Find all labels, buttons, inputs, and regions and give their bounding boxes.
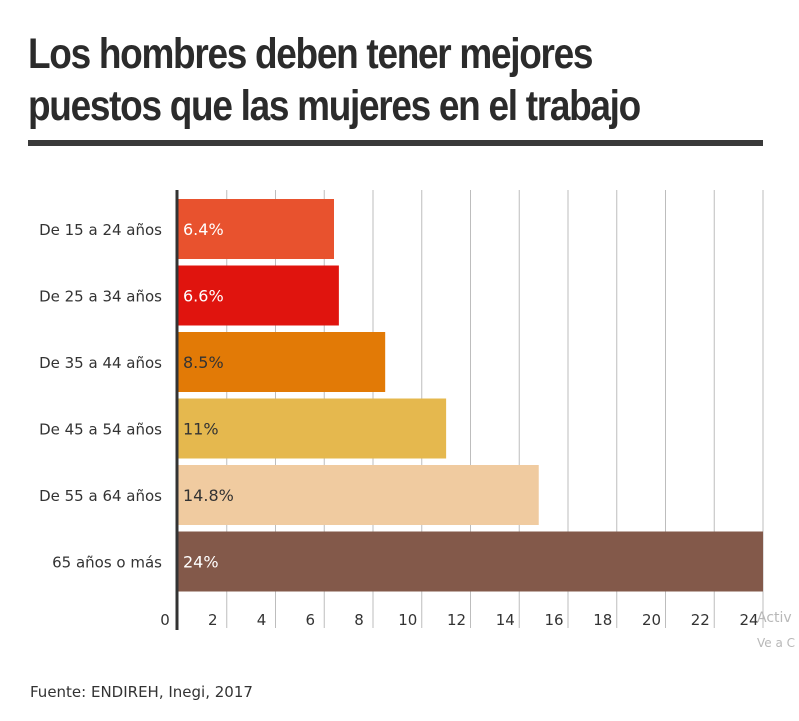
x-tick-label: 14 — [496, 611, 515, 629]
chart-title-line-2: puestos que las mujeres en el trabajo — [28, 82, 641, 130]
x-tick-label: 16 — [544, 611, 563, 629]
bar — [178, 265, 339, 326]
category-label: De 55 a 64 años — [39, 487, 162, 505]
category-label: De 35 a 44 años — [39, 354, 162, 372]
x-tick-label: 8 — [354, 611, 364, 629]
x-tick-label: 2 — [208, 611, 218, 629]
bar-value-label: 8.5% — [183, 353, 224, 372]
x-tick-label: 0 — [160, 611, 170, 629]
x-tick-label: 22 — [691, 611, 710, 629]
watermark-line-2: Ve a C — [757, 636, 796, 650]
chart-title-line-1: Los hombres deben tener mejores — [28, 30, 593, 78]
chart-title: Los hombres deben tener mejores puestos … — [28, 28, 664, 132]
bar — [178, 531, 763, 592]
x-tick-label: 4 — [257, 611, 267, 629]
source-note: Fuente: ENDIREH, Inegi, 2017 — [30, 683, 253, 701]
bar-value-label: 24% — [183, 553, 219, 572]
category-label: 65 años o más — [52, 554, 162, 572]
x-tick-label: 24 — [739, 611, 758, 629]
x-tick-label: 12 — [447, 611, 466, 629]
bar-value-label: 14.8% — [183, 486, 234, 505]
category-label: De 25 a 34 años — [39, 288, 162, 306]
category-labels: De 15 a 24 años De 25 a 34 años De 35 a 44… — [39, 221, 162, 572]
title-underline — [28, 140, 763, 146]
bar-value-label: 6.6% — [183, 287, 224, 306]
bar-group: 6.4% 6.6% 8.5% 11% 14.8% 24% — [178, 199, 763, 592]
x-tick-label: 6 — [305, 611, 315, 629]
category-label: De 15 a 24 años — [39, 221, 162, 239]
x-tick-label: 18 — [593, 611, 612, 629]
bar — [178, 199, 334, 259]
x-tick-label: 20 — [642, 611, 661, 629]
bar-value-label: 6.4% — [183, 220, 224, 239]
watermark-line-1: Activ — [757, 610, 792, 626]
x-axis-ticks: 0 2 4 6 8 10 12 14 16 18 20 22 24 — [160, 611, 758, 629]
bar-value-label: 11% — [183, 420, 219, 439]
bar — [178, 465, 539, 525]
x-tick-label: 10 — [398, 611, 417, 629]
bar — [178, 332, 386, 392]
category-label: De 45 a 54 años — [39, 421, 162, 439]
bar — [178, 398, 447, 459]
